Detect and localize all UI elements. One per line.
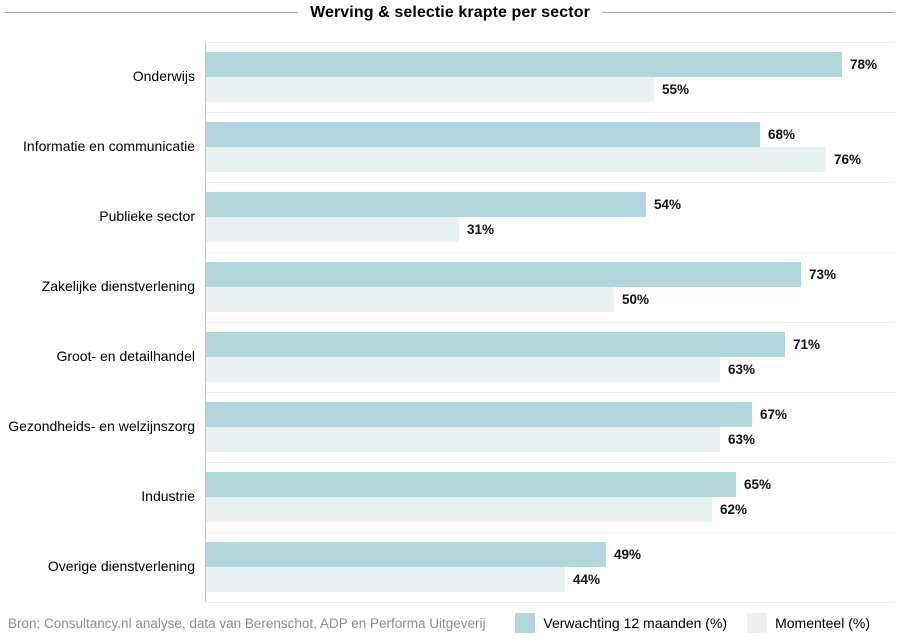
gridline bbox=[206, 392, 895, 393]
category-label: Publieke sector bbox=[99, 208, 195, 225]
chart-title: Werving & selectie krapte per sector bbox=[310, 3, 590, 21]
bar-pair: 73% 50% bbox=[206, 262, 895, 312]
bar-group: Groot- en detailhandel 71% 63% bbox=[0, 332, 895, 382]
bar-expectation bbox=[206, 52, 842, 77]
bar-expectation bbox=[206, 192, 646, 217]
bar-current bbox=[206, 77, 654, 102]
value-label: 65% bbox=[744, 477, 772, 492]
bar-current bbox=[206, 147, 826, 172]
bar-rows: Onderwijs 78% 55% Informatie en communicati… bbox=[0, 52, 895, 612]
y-axis-line bbox=[205, 42, 206, 602]
gridline bbox=[206, 462, 895, 463]
value-label: 73% bbox=[809, 267, 837, 282]
category-label: Gezondheids- en welzijnszorg bbox=[8, 418, 195, 435]
bar-current bbox=[206, 217, 459, 242]
value-label: 68% bbox=[768, 127, 796, 142]
title-rule-right bbox=[601, 12, 895, 13]
category-label: Industrie bbox=[141, 488, 195, 505]
value-label: 71% bbox=[793, 337, 821, 352]
bar-group: Industrie 65% 62% bbox=[0, 472, 895, 522]
source-note: Bron: Consultancy.nl analyse, data van B… bbox=[8, 615, 486, 631]
bar-pair: 54% 31% bbox=[206, 192, 895, 242]
value-label: 76% bbox=[834, 152, 862, 167]
category-label: Informatie en communicatie bbox=[23, 138, 195, 155]
chart-header: Werving & selectie krapte per sector bbox=[0, 0, 900, 25]
bar-expectation bbox=[206, 122, 760, 147]
plot-area: Onderwijs 78% 55% Informatie en communicati… bbox=[0, 25, 900, 608]
legend: Verwachting 12 maanden (%) Momenteel (%) bbox=[515, 613, 870, 633]
value-label: 63% bbox=[728, 362, 756, 377]
legend-item-expectation: Verwachting 12 maanden (%) bbox=[515, 613, 727, 633]
bar-pair: 68% 76% bbox=[206, 122, 895, 172]
bar-group: Publieke sector 54% 31% bbox=[0, 192, 895, 242]
legend-item-current: Momenteel (%) bbox=[747, 613, 870, 633]
gridline bbox=[206, 602, 895, 603]
gridline bbox=[206, 42, 895, 43]
value-label: 50% bbox=[622, 292, 650, 307]
bar-current bbox=[206, 287, 614, 312]
value-label: 67% bbox=[760, 407, 788, 422]
bar-group: Informatie en communicatie 68% 76% bbox=[0, 122, 895, 172]
value-label: 62% bbox=[720, 502, 748, 517]
chart-footer: Bron: Consultancy.nl analyse, data van B… bbox=[0, 608, 900, 638]
title-rule-left bbox=[5, 12, 299, 13]
category-label: Overige dienstverlening bbox=[47, 558, 195, 575]
bar-expectation bbox=[206, 402, 752, 427]
bar-expectation bbox=[206, 332, 785, 357]
bar-pair: 65% 62% bbox=[206, 472, 895, 522]
bar-group: Onderwijs 78% 55% bbox=[0, 52, 895, 102]
legend-swatch-current bbox=[747, 613, 768, 633]
gridlines-layer bbox=[206, 42, 895, 603]
category-label: Zakelijke dienstverlening bbox=[41, 278, 195, 295]
bar-pair: 49% 44% bbox=[206, 542, 895, 592]
value-label: 78% bbox=[850, 57, 878, 72]
bar-current bbox=[206, 427, 720, 452]
legend-label-expectation: Verwachting 12 maanden (%) bbox=[543, 615, 728, 631]
gridline bbox=[206, 322, 895, 323]
gridline bbox=[206, 112, 895, 113]
gridline bbox=[206, 182, 895, 183]
gridline bbox=[206, 252, 895, 253]
category-label: Groot- en detailhandel bbox=[56, 348, 195, 365]
legend-swatch-expectation bbox=[515, 613, 536, 633]
value-label: 54% bbox=[654, 197, 682, 212]
value-label: 63% bbox=[728, 432, 756, 447]
bar-group: Zakelijke dienstverlening 73% 50% bbox=[0, 262, 895, 312]
bar-pair: 67% 63% bbox=[206, 402, 895, 452]
bar-group: Gezondheids- en welzijnszorg 67% 63% bbox=[0, 402, 895, 452]
legend-label-current: Momenteel (%) bbox=[775, 615, 870, 631]
bar-expectation bbox=[206, 262, 801, 287]
value-label: 49% bbox=[614, 547, 642, 562]
bar-current bbox=[206, 497, 712, 522]
value-label: 31% bbox=[467, 222, 495, 237]
category-label: Onderwijs bbox=[132, 68, 195, 85]
bar-pair: 71% 63% bbox=[206, 332, 895, 382]
value-label: 55% bbox=[662, 82, 690, 97]
bar-expectation bbox=[206, 472, 736, 497]
gridline bbox=[206, 532, 895, 533]
bar-current bbox=[206, 567, 565, 592]
bar-pair: 78% 55% bbox=[206, 52, 895, 102]
value-label: 44% bbox=[573, 572, 601, 587]
bar-expectation bbox=[206, 542, 606, 567]
bar-group: Overige dienstverlening 49% 44% bbox=[0, 542, 895, 592]
bar-current bbox=[206, 357, 720, 382]
